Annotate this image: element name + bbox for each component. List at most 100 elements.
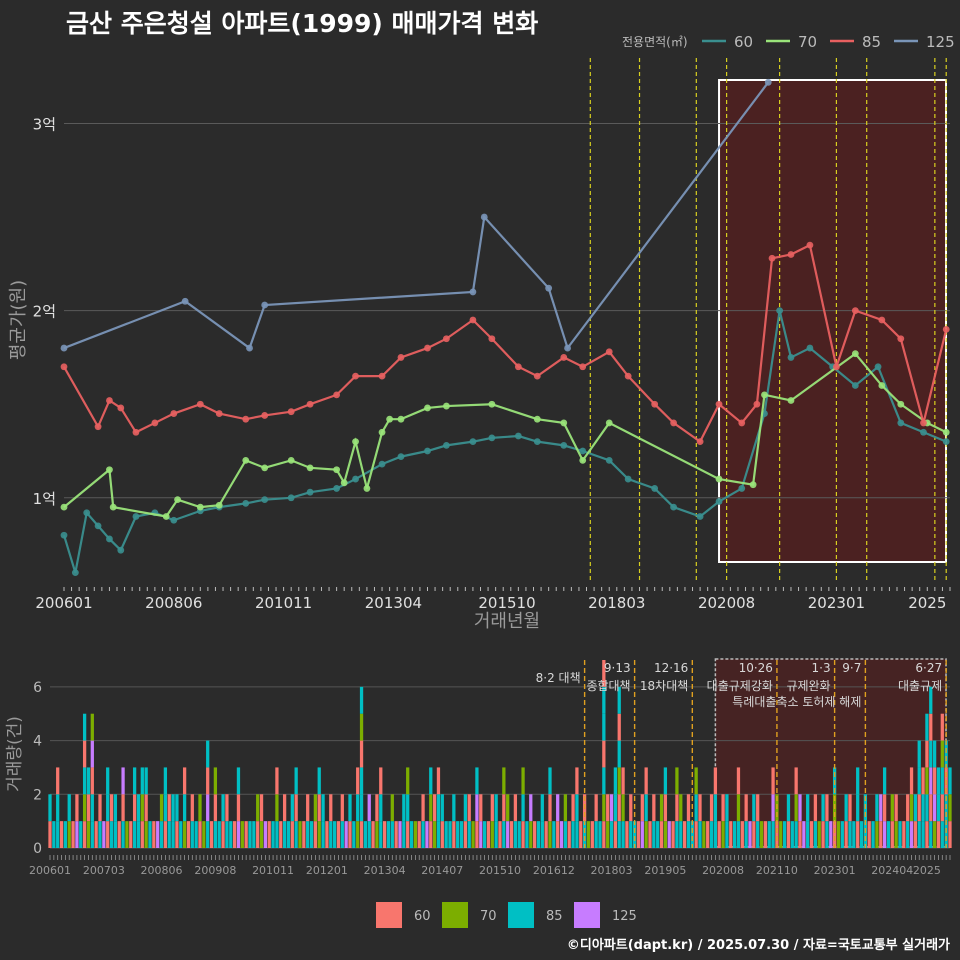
volume-bar [475, 821, 479, 848]
volume-bar [713, 821, 718, 848]
data-point [874, 363, 882, 371]
volume-bar [132, 794, 137, 822]
volume-bar [509, 821, 514, 848]
data-point [261, 412, 269, 419]
volume-bar [359, 767, 364, 795]
data-point [545, 284, 553, 292]
volume-bar [506, 794, 510, 822]
volume-bar [821, 794, 825, 822]
volume-bar [644, 794, 648, 822]
volume-bar [629, 821, 633, 848]
event-label: 6·27 [915, 661, 942, 675]
data-point [106, 466, 113, 474]
volume-bar [317, 767, 321, 795]
volume-bar [825, 794, 829, 822]
volume-bar [259, 821, 264, 848]
volume-bar [452, 794, 456, 822]
volume-bar [617, 713, 621, 741]
volume-bar [471, 821, 475, 848]
volume-bar [213, 794, 218, 822]
volume-bar [798, 794, 802, 822]
volume-bar [502, 821, 506, 848]
legend-label: 85 [862, 33, 881, 51]
volume-bar [782, 821, 787, 848]
volume-bar [640, 821, 644, 848]
volume-bar [525, 821, 529, 848]
volume-bar [132, 821, 137, 848]
volume-bar [698, 821, 702, 848]
x-tick-label: 200601 [35, 594, 92, 612]
volume-bar [271, 821, 275, 848]
volume-bar [359, 794, 364, 822]
volume-bar [175, 794, 179, 822]
legend-key [574, 902, 600, 928]
volume-bar [167, 821, 171, 848]
volume-bar [736, 767, 741, 795]
volume-bar [575, 821, 579, 848]
volume-bar [544, 821, 548, 848]
volume-bar [936, 767, 941, 795]
volume-bar [56, 767, 60, 795]
volume-bar [329, 794, 333, 822]
volume-bar [171, 794, 175, 822]
data-point [560, 441, 568, 449]
volume-bar [194, 821, 198, 848]
data-point [806, 241, 814, 249]
volume-bar [113, 794, 118, 822]
data-point [242, 415, 250, 423]
volume-bar [609, 794, 614, 822]
volume-bar [656, 821, 660, 848]
volume-bar [275, 794, 279, 822]
data-point [560, 419, 568, 427]
volume-bar [406, 821, 410, 848]
volume-bar [340, 794, 344, 822]
data-point [60, 503, 68, 511]
volume-bar [159, 794, 164, 822]
volume-bar [132, 767, 137, 795]
volume-bar [113, 821, 118, 848]
volume-bar [56, 794, 60, 822]
volume-bar [682, 821, 687, 848]
volume-bar [202, 821, 206, 848]
volume-bar [913, 794, 918, 822]
volume-bar [67, 794, 71, 822]
volume-bar [213, 821, 218, 848]
volume-bar [90, 821, 94, 848]
data-point [851, 350, 859, 358]
volume-bar [856, 794, 860, 822]
data-point [696, 513, 704, 520]
data-point [170, 516, 178, 524]
legend-label: 125 [612, 909, 637, 924]
data-point [378, 428, 386, 436]
volume-bar [356, 767, 360, 795]
data-point [306, 488, 314, 496]
data-point [352, 438, 359, 446]
volume-bar [825, 821, 829, 848]
x-tick-label: 201304 [364, 864, 406, 877]
volume-bar [379, 821, 383, 848]
data-point [94, 423, 102, 431]
data-point [151, 419, 159, 427]
volume-bar [932, 794, 937, 822]
data-point [287, 408, 295, 416]
volume-bar [890, 821, 894, 848]
x-tick-label: 202301 [808, 594, 865, 612]
volume-bar [675, 821, 679, 848]
volume-bar [382, 821, 387, 848]
x-tick-label: 201011 [252, 864, 294, 877]
volume-bar [909, 767, 914, 795]
volume-bar [109, 794, 114, 822]
data-point [261, 496, 269, 504]
volume-bar [536, 821, 541, 848]
volume-bar [786, 794, 791, 822]
data-point [397, 415, 405, 423]
volume-bar [859, 821, 864, 848]
volume-bar [182, 767, 187, 795]
volume-bar [467, 821, 471, 848]
volume-bar [217, 821, 221, 848]
y-axis-title: 평균가(원) [8, 280, 29, 360]
volume-bar [813, 821, 818, 848]
volume-bar [867, 821, 871, 848]
volume-bar [575, 767, 579, 795]
volume-bar [659, 794, 664, 822]
